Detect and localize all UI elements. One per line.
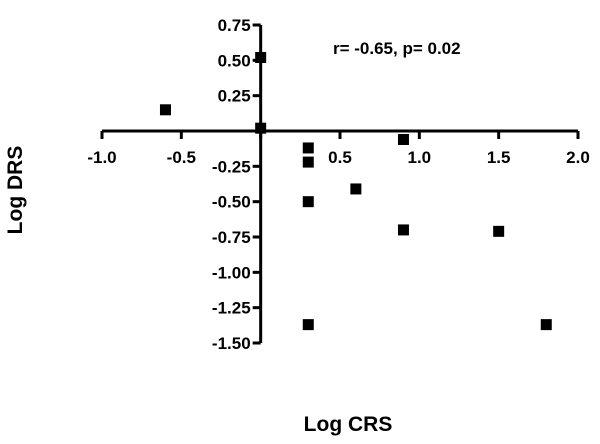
axes bbox=[100, 23, 580, 345]
x-tick-label: 1.0 bbox=[408, 148, 432, 167]
y-tick-label: -1.00 bbox=[212, 263, 251, 282]
data-point bbox=[397, 224, 409, 236]
x-tick-label: -0.5 bbox=[167, 148, 196, 167]
data-point bbox=[302, 156, 314, 168]
y-tick-label: -0.75 bbox=[212, 228, 251, 247]
data-point bbox=[302, 319, 314, 331]
y-tick-label: -0.25 bbox=[212, 157, 251, 176]
y-tick-label: 0.75 bbox=[218, 16, 251, 35]
correlation-annotation: r= -0.65, p= 0.02 bbox=[333, 39, 461, 58]
y-tick-label: -1.25 bbox=[212, 299, 251, 318]
y-tick-label: 0.50 bbox=[218, 51, 251, 70]
data-points bbox=[159, 52, 552, 331]
x-tick-label: 0.5 bbox=[328, 148, 352, 167]
x-axis-title: Log CRS bbox=[304, 413, 393, 436]
y-tick-label: 0.25 bbox=[218, 87, 251, 106]
data-point bbox=[255, 52, 267, 64]
y-tick-label: -1.50 bbox=[212, 334, 251, 353]
y-tick-label: -0.50 bbox=[212, 193, 251, 212]
data-point bbox=[350, 183, 362, 195]
data-point bbox=[493, 225, 505, 237]
y-tick-labels: 0.75 0.50 0.25 -0.25 -0.50 -0.75 -1.00 -1.25 -1.… bbox=[212, 16, 251, 353]
x-tick-label: -1.0 bbox=[87, 148, 116, 167]
data-point bbox=[255, 122, 267, 134]
data-point bbox=[159, 104, 171, 116]
x-tick-labels: -1.0 -0.5 0.5 1.0 1.5 2.0 bbox=[87, 148, 589, 167]
data-point bbox=[302, 196, 314, 208]
data-point bbox=[302, 142, 314, 154]
x-tick-label: 2.0 bbox=[566, 148, 590, 167]
data-point bbox=[397, 133, 409, 145]
data-point bbox=[540, 319, 552, 331]
y-axis-title: Log DRS bbox=[4, 146, 27, 235]
x-tick-label: 1.5 bbox=[487, 148, 511, 167]
